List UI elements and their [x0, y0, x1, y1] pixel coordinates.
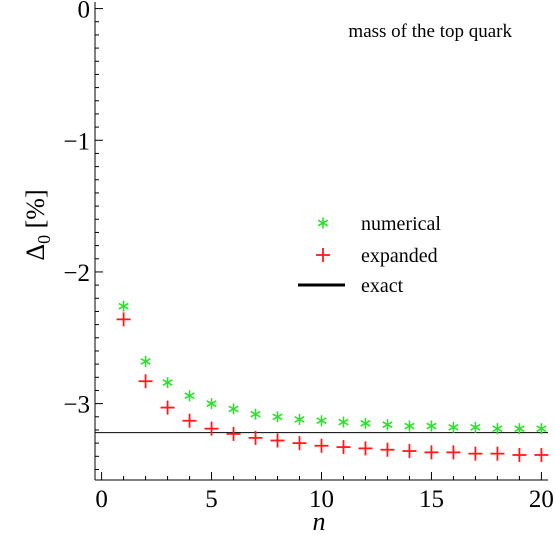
legend-numerical-marker [317, 217, 329, 229]
star-stroke [426, 422, 437, 430]
legend-label-exact: exact [361, 275, 404, 297]
expanded-point [336, 440, 351, 455]
star-stroke [338, 418, 349, 426]
star-stroke [250, 410, 261, 418]
star-stroke [294, 415, 305, 423]
x-tick-label: 15 [419, 486, 444, 513]
expanded-point [512, 447, 527, 462]
legend-expanded-marker [316, 248, 330, 262]
numerical-point [294, 413, 305, 425]
numerical-point [470, 421, 481, 433]
expanded-point [380, 442, 395, 457]
star-stroke [536, 425, 547, 433]
numerical-point [448, 421, 459, 433]
expanded-point [358, 441, 373, 456]
star-stroke [118, 302, 129, 310]
numerical-point [206, 398, 217, 410]
numerical-point [140, 355, 151, 367]
star-stroke [316, 417, 327, 425]
expanded-point [490, 446, 505, 461]
numerical-point [492, 423, 503, 435]
star-stroke [317, 219, 329, 227]
legend: numerical expanded exact [298, 213, 441, 297]
star-stroke [272, 413, 283, 421]
star-stroke [184, 392, 195, 400]
numerical-point [536, 423, 547, 435]
x-tick-label: 10 [309, 486, 334, 513]
y-tick-label: 0 [78, 0, 91, 24]
numerical-point [162, 377, 173, 389]
star-stroke [404, 422, 415, 430]
axes: 0 5 10 15 20 0 −1 −2 −3 [63, 0, 554, 513]
expanded-point [424, 445, 439, 460]
expanded-point [138, 374, 153, 389]
expanded-point [270, 433, 285, 448]
numerical-point [184, 390, 195, 402]
chart-title: mass of the top quark [348, 21, 512, 42]
star-stroke [162, 379, 173, 386]
y-tick-label: −2 [63, 260, 90, 287]
star-stroke [470, 423, 481, 431]
star-stroke [514, 425, 525, 433]
x-tick-label: 20 [529, 486, 554, 513]
star-stroke [492, 425, 503, 433]
star-stroke [206, 400, 217, 408]
expanded-point [226, 426, 241, 441]
data-marks [95, 300, 549, 462]
x-tick-label: 0 [95, 486, 108, 513]
star-stroke [360, 419, 371, 427]
expanded-point [160, 400, 175, 415]
x-tick-label: 5 [205, 486, 218, 513]
star-stroke [448, 423, 459, 431]
y-tick-label: −1 [63, 128, 90, 155]
expanded-point [248, 430, 263, 445]
expanded-point [314, 438, 329, 453]
expanded-point [402, 444, 417, 459]
numerical-point [250, 408, 261, 420]
expanded-point [204, 421, 219, 436]
numerical-point [118, 300, 129, 312]
y-tick-label: −3 [63, 392, 90, 419]
numerical-point [228, 403, 239, 415]
expanded-point [446, 445, 461, 460]
star-stroke [228, 405, 239, 413]
numerical-point [360, 417, 371, 429]
legend-label-expanded: expanded [361, 245, 438, 267]
numerical-point [382, 419, 393, 431]
numerical-point [338, 416, 349, 428]
numerical-point [514, 423, 525, 435]
star-stroke [382, 421, 393, 429]
numerical-point [404, 420, 415, 432]
x-axis-label: n [313, 507, 326, 536]
numerical-point [316, 415, 327, 427]
numerical-point [272, 411, 283, 423]
expanded-point [182, 413, 197, 428]
expanded-point [116, 312, 131, 327]
legend-label-numerical: numerical [361, 213, 441, 235]
expanded-point [534, 447, 549, 462]
numerical-point [426, 420, 437, 432]
expanded-point [468, 446, 483, 461]
star-stroke [140, 358, 151, 365]
expanded-point [292, 436, 307, 451]
y-axis-label: Δ0 [%] [21, 189, 54, 260]
